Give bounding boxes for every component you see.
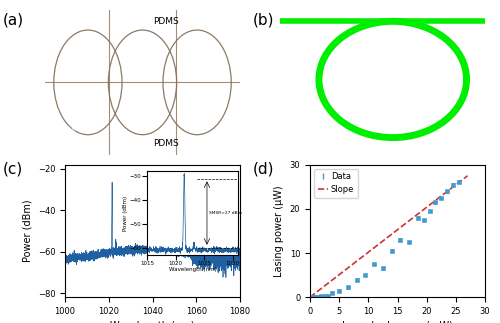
Legend: Data, Slope: Data, Slope [314, 169, 358, 198]
Text: (d): (d) [252, 162, 274, 176]
Text: 100 μm: 100 μm [292, 120, 320, 126]
Text: PDMS: PDMS [153, 17, 179, 26]
Y-axis label: Lasing power (μW): Lasing power (μW) [274, 185, 284, 277]
X-axis label: Launched power (mW): Launched power (mW) [342, 321, 453, 323]
Text: 100 μm: 100 μm [53, 126, 80, 132]
X-axis label: Wavelength (nm): Wavelength (nm) [110, 321, 195, 323]
Text: (c): (c) [2, 162, 23, 176]
Text: (a): (a) [2, 13, 24, 28]
Text: PDMS: PDMS [153, 139, 179, 148]
Text: (b): (b) [252, 13, 274, 28]
Y-axis label: Power (dBm): Power (dBm) [22, 200, 32, 262]
